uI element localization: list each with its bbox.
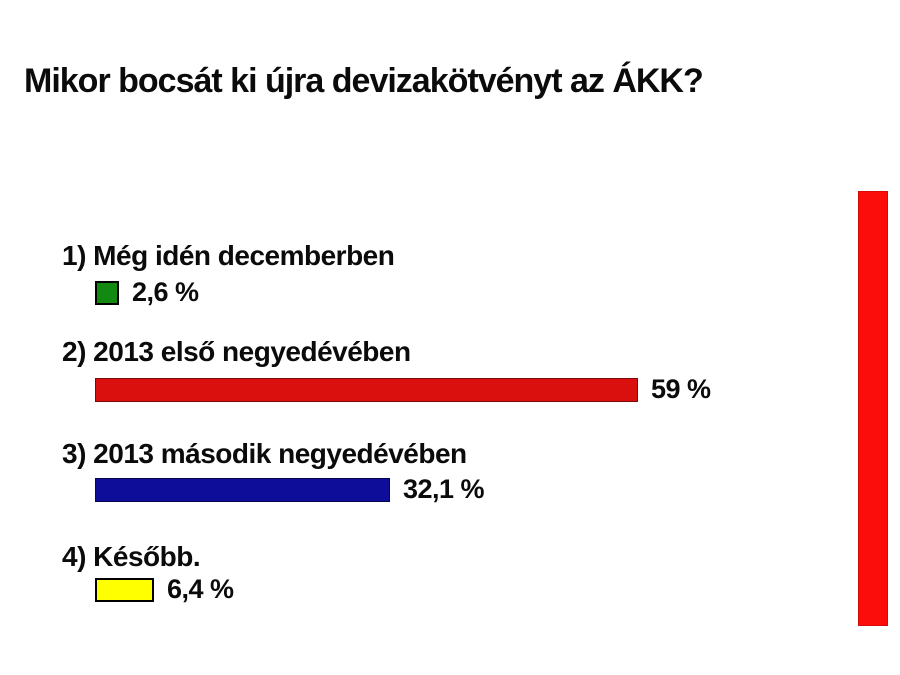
poll-option-label-2: 2) 2013 első negyedévében	[62, 336, 411, 367]
poll-option-label-4: 4) Később.	[62, 541, 201, 572]
poll-option-label-1: 1) Még idén decemberben	[62, 240, 395, 271]
bar-option-4	[95, 577, 154, 602]
bar-option-3	[95, 477, 390, 502]
value-label-1: 2,6 %	[132, 277, 199, 307]
bar-option-2	[95, 377, 638, 402]
poll-bar-row-2: 59 %	[95, 376, 711, 403]
poll-bar-row-3: 32,1 %	[95, 474, 485, 504]
poll-bar-row-1: 2,6 %	[95, 279, 199, 306]
value-label-4: 6,4 %	[167, 574, 234, 604]
value-label-3: 32,1 %	[403, 474, 485, 504]
bar-option-1	[95, 280, 119, 305]
poll-option-label-3: 3) 2013 második negyedévében	[62, 438, 467, 469]
page-title: Mikor bocsát ki újra devizakötvényt az Á…	[24, 62, 704, 100]
red-accent-bar	[858, 191, 888, 626]
value-label-2: 59 %	[651, 374, 711, 404]
poll-bar-row-4: 6,4 %	[95, 576, 234, 603]
